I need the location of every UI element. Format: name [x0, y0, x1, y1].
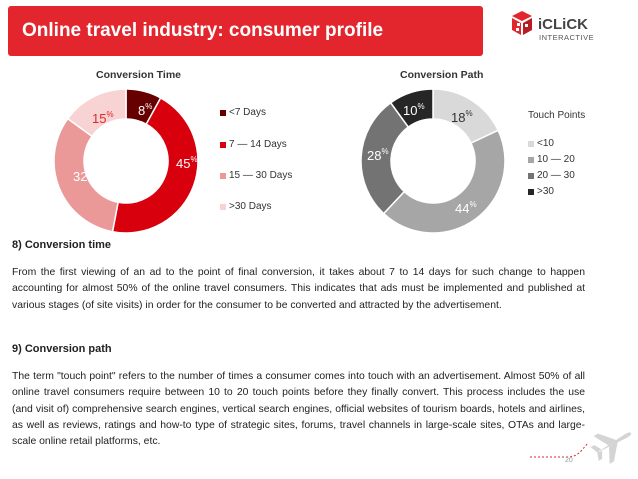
conversion-path-body: The term "touch point" refers to the num… — [12, 371, 585, 448]
path-label-20-30: 28% — [367, 147, 389, 163]
conversion-time-heading: 8) Conversion time — [12, 239, 112, 251]
path-label-10-20: 44% — [455, 200, 477, 216]
page-number: 20 — [565, 457, 573, 464]
airplane-icon — [590, 432, 632, 464]
airplane-decoration — [530, 432, 632, 464]
path-legend-10-20: 10 — 20 — [528, 154, 575, 165]
conversion-path-slice-1 — [382, 129, 506, 234]
logo-text-bottom: INTERACTIVE — [539, 33, 594, 42]
time-legend-lt7: <7 Days — [220, 107, 266, 118]
logo-text-top: iCLiCK — [538, 16, 588, 33]
time-legend-15-30: 15 — 30 Days — [220, 170, 292, 181]
conversion-path-title: Conversion Path — [400, 69, 484, 81]
time-label-lt7: 8% — [138, 102, 153, 118]
conversion-time-slice-2 — [53, 117, 120, 233]
path-label-lt10: 18% — [451, 109, 473, 125]
conversion-time-slice-3 — [66, 88, 127, 138]
time-label-15-30: 32% — [73, 168, 95, 184]
path-legend-title: Touch Points — [528, 110, 586, 121]
conversion-time-slice-1 — [111, 96, 199, 234]
time-legend-gt30: >30 Days — [220, 201, 272, 212]
path-legend-gt30: >30 — [528, 186, 554, 197]
logo-cube-icon — [512, 11, 532, 35]
svg-text:iCLiCK: iCLiCK — [538, 16, 588, 33]
path-legend-20-30: 20 — 30 — [528, 170, 575, 181]
path-label-gt30: 10% — [403, 102, 425, 118]
path-legend-lt10: <10 — [528, 138, 554, 149]
svg-text:INTERACTIVE: INTERACTIVE — [539, 33, 594, 42]
time-legend-7-14: 7 — 14 Days — [220, 139, 287, 150]
time-label-7-14: 45% — [176, 155, 198, 171]
slide-title: Online travel industry: consumer profile — [22, 20, 384, 41]
conversion-time-body: From the first viewing of an ad to the p… — [12, 267, 585, 311]
conversion-path-heading: 9) Conversion path — [12, 343, 112, 355]
time-label-gt30: 15% — [92, 110, 114, 126]
iclick-logo: iCLiCK INTERACTIVE — [512, 11, 594, 42]
conversion-time-title: Conversion Time — [96, 69, 181, 81]
conversion-path-slice-3 — [389, 88, 434, 129]
title-bar: Online travel industry: consumer profile — [8, 6, 483, 56]
